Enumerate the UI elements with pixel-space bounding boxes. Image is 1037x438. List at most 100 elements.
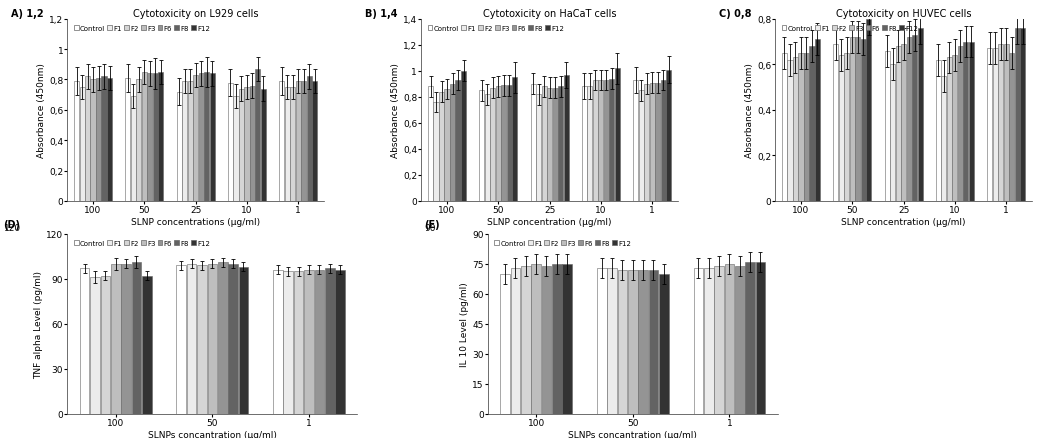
Bar (604, 81, 609, 201)
Bar (314, 270, 325, 414)
X-axis label: SLNP concentration (µg/ml): SLNP concentration (µg/ml) (487, 217, 612, 226)
Bar (890, 65, 895, 201)
Bar (250, 86, 255, 201)
Text: B) 1,4: B) 1,4 (365, 9, 397, 19)
Bar (90, 80, 95, 201)
Bar (553, 88, 558, 201)
Bar (296, 82, 301, 201)
Bar (1020, 29, 1026, 201)
X-axis label: SLNP concentrations (µg/ml): SLNP concentrations (µg/ml) (131, 217, 260, 226)
X-axis label: SLNPs concantration (µg/ml): SLNPs concantration (µg/ml) (148, 430, 277, 438)
Bar (131, 97, 136, 201)
Bar (660, 274, 669, 414)
Bar (833, 45, 838, 201)
Bar (649, 270, 658, 414)
Bar (615, 69, 620, 201)
Bar (239, 89, 244, 201)
Y-axis label: Absorbance (450nm): Absorbance (450nm) (37, 63, 47, 158)
Bar (176, 92, 181, 201)
Bar (183, 82, 188, 201)
Legend: Control, F1, F2, F3, F6, F8, F12: Control, F1, F2, F3, F6, F8, F12 (71, 23, 214, 35)
Bar (228, 83, 233, 201)
Bar (209, 74, 215, 201)
Bar (152, 74, 158, 201)
Bar (301, 82, 306, 201)
Bar (312, 82, 317, 201)
Bar (111, 264, 120, 414)
Bar (639, 270, 648, 414)
Bar (942, 77, 947, 201)
Bar (121, 264, 131, 414)
Bar (531, 85, 536, 201)
Bar (649, 83, 654, 201)
Legend: Control, F1, F2, F3, F6, F8, F12: Control, F1, F2, F3, F6, F8, F12 (492, 238, 634, 249)
Bar (610, 79, 615, 201)
Bar (901, 45, 906, 201)
Bar (479, 91, 484, 201)
Bar (598, 81, 604, 201)
Bar (491, 88, 496, 201)
Bar (228, 264, 237, 414)
Bar (74, 82, 79, 201)
Legend: Control, F1, F2, F3, F6, F8, F12: Control, F1, F2, F3, F6, F8, F12 (71, 238, 214, 249)
Bar (634, 81, 639, 201)
Bar (999, 45, 1003, 201)
Bar (273, 270, 283, 414)
X-axis label: SLNPs concantration (µg/ml): SLNPs concantration (µg/ml) (568, 430, 697, 438)
Bar (810, 47, 814, 201)
Bar (798, 54, 804, 201)
Bar (992, 49, 998, 201)
Bar (782, 54, 787, 201)
Bar (935, 60, 941, 201)
Bar (947, 58, 952, 201)
Bar (512, 78, 517, 201)
Bar (132, 263, 141, 414)
Bar (885, 52, 890, 201)
Bar (714, 266, 724, 414)
Bar (142, 276, 151, 414)
Bar (484, 95, 489, 201)
Bar (704, 268, 713, 414)
Bar (912, 35, 917, 201)
Bar (136, 80, 141, 201)
Bar (918, 29, 923, 201)
Bar (793, 58, 798, 201)
Bar (218, 263, 227, 414)
Y-axis label: IL 10 Level (pg/ml): IL 10 Level (pg/ml) (460, 282, 470, 367)
Bar (204, 73, 209, 201)
Bar (176, 266, 186, 414)
Bar (746, 262, 755, 414)
Bar (107, 79, 112, 201)
Bar (255, 70, 260, 201)
Bar (187, 264, 196, 414)
Title: Cytotoxicity on L929 cells: Cytotoxicity on L929 cells (133, 9, 258, 19)
Bar (239, 267, 248, 414)
Bar (193, 76, 198, 201)
Bar (101, 276, 110, 414)
X-axis label: SLNP concentration (µg/ml): SLNP concentration (µg/ml) (841, 217, 965, 226)
Bar (541, 87, 546, 201)
Bar (1009, 54, 1014, 201)
Text: A) 1,2: A) 1,2 (11, 9, 44, 19)
Bar (125, 79, 131, 201)
Bar (285, 88, 289, 201)
Bar (661, 81, 666, 201)
Text: 120: 120 (3, 223, 21, 233)
Bar (283, 272, 293, 414)
Bar (628, 270, 638, 414)
Bar (188, 82, 193, 201)
Bar (279, 82, 284, 201)
Bar (639, 91, 644, 201)
Bar (460, 72, 466, 201)
Bar (159, 73, 164, 201)
Text: 90: 90 (424, 223, 436, 233)
Bar (593, 81, 598, 201)
Bar (293, 272, 304, 414)
Y-axis label: TNF alpha Level (pg/ml): TNF alpha Level (pg/ml) (34, 270, 44, 378)
Bar (147, 74, 152, 201)
Bar (90, 278, 100, 414)
Bar (963, 42, 969, 201)
Bar (531, 264, 541, 414)
Bar (433, 103, 439, 201)
Bar (548, 88, 552, 201)
